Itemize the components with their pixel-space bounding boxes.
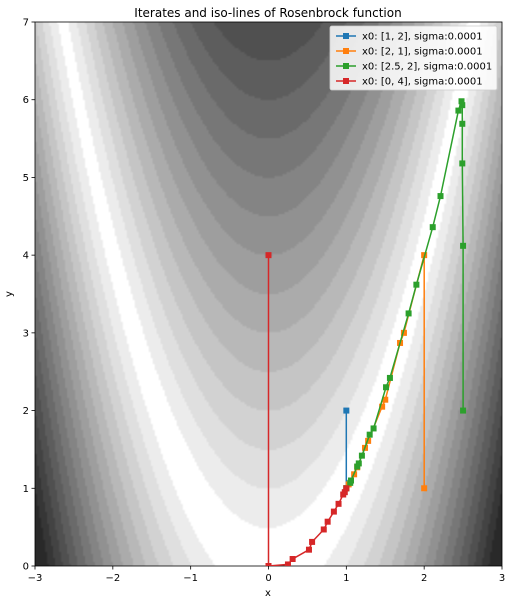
data-point bbox=[366, 431, 373, 438]
data-point bbox=[309, 538, 316, 545]
data-point bbox=[289, 556, 296, 563]
legend: x0: [1, 2], sigma:0.0001 x0: [2, 1], sigm… bbox=[329, 25, 498, 91]
data-point bbox=[459, 160, 466, 167]
data-point bbox=[383, 384, 390, 391]
data-point bbox=[324, 518, 331, 525]
data-point bbox=[379, 403, 386, 410]
data-point bbox=[455, 107, 462, 114]
x-tick-label: 1 bbox=[343, 573, 349, 584]
data-point bbox=[459, 102, 466, 109]
data-point bbox=[459, 120, 466, 127]
data-point bbox=[355, 460, 362, 467]
legend-entry: x0: [2, 1], sigma:0.0001 bbox=[336, 47, 483, 58]
data-point bbox=[305, 546, 312, 553]
data-point bbox=[265, 252, 272, 259]
legend-marker bbox=[343, 78, 349, 84]
data-point bbox=[354, 463, 361, 470]
y-tick-label: 2 bbox=[23, 406, 29, 417]
data-point bbox=[386, 374, 393, 381]
legend-marker bbox=[343, 48, 349, 54]
series-layer bbox=[265, 98, 467, 566]
legend-label: x0: [2.5, 2], sigma:0.0001 bbox=[362, 62, 492, 73]
data-point bbox=[330, 508, 337, 515]
x-tick-label: 0 bbox=[265, 573, 271, 584]
data-point bbox=[460, 407, 467, 414]
data-point bbox=[343, 407, 350, 414]
legend-marker bbox=[343, 33, 349, 39]
data-point bbox=[320, 526, 327, 533]
legend-box bbox=[329, 25, 498, 91]
series-4 bbox=[265, 252, 350, 566]
data-point bbox=[413, 281, 420, 288]
data-point bbox=[405, 310, 412, 317]
y-tick-label: 7 bbox=[23, 18, 29, 29]
legend-marker bbox=[343, 63, 349, 69]
x-tick-label: −1 bbox=[183, 573, 198, 584]
data-point bbox=[358, 452, 365, 459]
data-point bbox=[458, 98, 465, 105]
data-point bbox=[400, 329, 407, 336]
x-tick-label: 3 bbox=[499, 573, 505, 584]
x-axis-label: x bbox=[265, 588, 271, 599]
y-axis-label: y bbox=[4, 291, 15, 297]
legend-entry: x0: [1, 2], sigma:0.0001 bbox=[336, 32, 483, 43]
y-tick-label: 3 bbox=[23, 328, 29, 339]
data-point bbox=[437, 193, 444, 200]
axis-ticks: −3 −2 −1 0 1 2 3 0 1 2 3 4 5 6 7 bbox=[23, 18, 506, 585]
legend-label: x0: [1, 2], sigma:0.0001 bbox=[362, 32, 483, 43]
chart-title: Iterates and iso-lines of Rosenbrock fun… bbox=[134, 6, 401, 20]
y-tick-label: 4 bbox=[23, 251, 29, 262]
y-tick-label: 6 bbox=[23, 95, 29, 106]
y-tick-label: 1 bbox=[23, 484, 29, 495]
legend-label: x0: [0, 4], sigma:0.0001 bbox=[362, 77, 483, 88]
data-point bbox=[421, 485, 428, 492]
legend-entry: x0: [0, 4], sigma:0.0001 bbox=[336, 77, 483, 88]
data-point bbox=[370, 425, 377, 432]
data-point bbox=[335, 500, 342, 507]
data-point bbox=[343, 485, 350, 492]
data-point bbox=[382, 396, 389, 403]
y-tick-label: 5 bbox=[23, 173, 29, 184]
data-point bbox=[347, 479, 354, 486]
x-tick-label: −2 bbox=[105, 573, 120, 584]
data-point bbox=[460, 242, 467, 249]
legend-entry: x0: [2.5, 2], sigma:0.0001 bbox=[336, 62, 492, 73]
data-point bbox=[429, 224, 436, 231]
legend-label: x0: [2, 1], sigma:0.0001 bbox=[362, 47, 483, 58]
x-tick-label: 2 bbox=[421, 573, 427, 584]
data-point bbox=[265, 563, 272, 566]
x-tick-label: −3 bbox=[28, 573, 43, 584]
y-tick-label: 0 bbox=[23, 562, 29, 573]
data-point bbox=[341, 489, 348, 496]
data-point bbox=[284, 561, 291, 566]
